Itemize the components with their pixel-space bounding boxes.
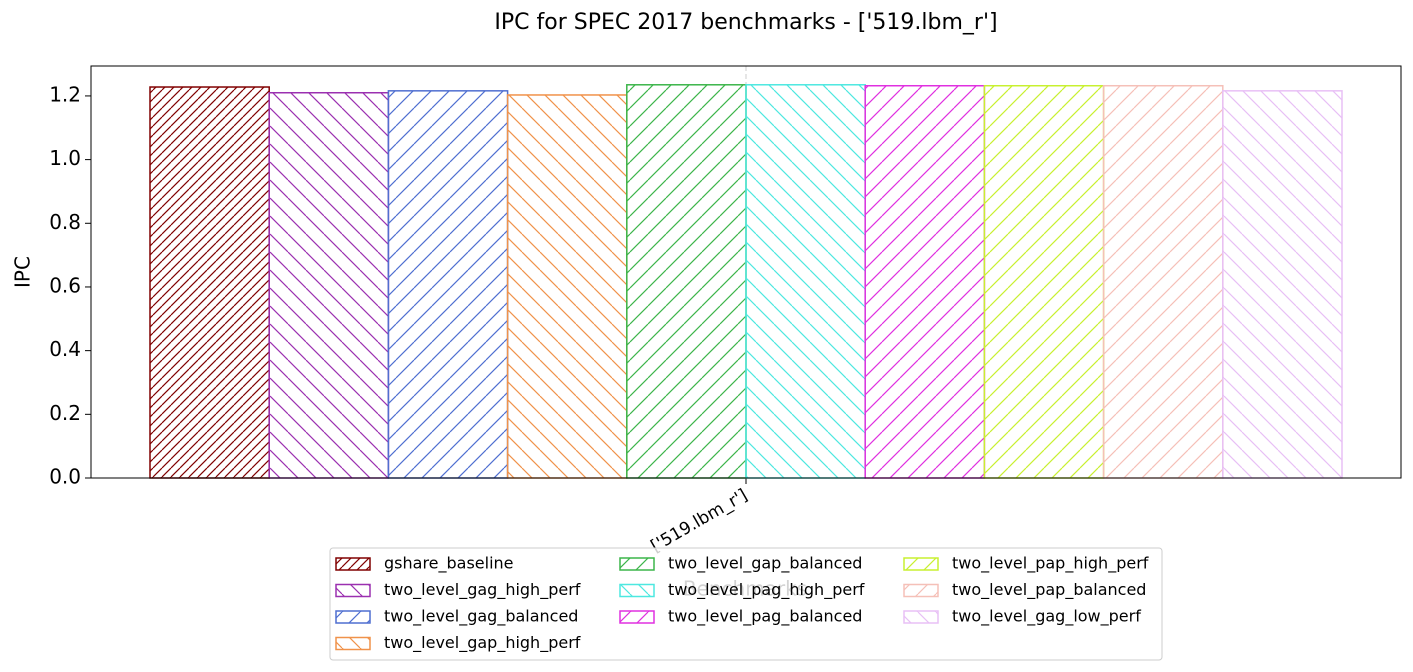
legend-swatch — [335, 557, 371, 571]
legend-label: two_level_pap_high_perf — [952, 554, 1149, 574]
y-tick-label: 0.0 — [49, 465, 81, 489]
legend-box — [329, 547, 1163, 661]
y-axis-label: IPC — [11, 256, 35, 288]
legend-swatch — [619, 583, 655, 598]
legend-swatch — [619, 557, 655, 571]
y-tick-label: 1.0 — [49, 146, 81, 170]
legend: gshare_baselinetwo_level_gag_high_perftw… — [329, 547, 1163, 661]
y-tick-label: 0.6 — [49, 273, 81, 297]
bar — [1102, 84, 1224, 479]
legend-swatch — [335, 583, 371, 598]
legend-swatch — [335, 610, 371, 624]
bar — [626, 84, 747, 479]
legend-swatch — [335, 636, 371, 651]
legend-label: two_level_pag_balanced — [668, 607, 862, 627]
bar — [983, 84, 1105, 479]
legend-label: two_level_gag_high_perf — [384, 580, 581, 600]
legend-label: two_level_pag_high_perf — [668, 580, 865, 600]
bar — [745, 84, 866, 479]
legend-label: two_level_gap_high_perf — [384, 633, 581, 653]
legend-swatch — [619, 610, 655, 624]
bar — [387, 90, 509, 479]
legend-label: gshare_baseline — [384, 554, 514, 574]
legend-label: two_level_gag_low_perf — [952, 607, 1141, 627]
y-tick-label: 0.4 — [49, 337, 81, 361]
legend-swatch — [903, 557, 939, 571]
bar — [1222, 90, 1343, 479]
plot-frame — [90, 65, 1402, 479]
y-tick-label: 0.8 — [49, 210, 81, 234]
y-tick-label: 0.2 — [49, 401, 81, 425]
bar — [268, 91, 390, 479]
legend-label: two_level_pap_balanced — [952, 580, 1146, 600]
bar — [149, 86, 270, 479]
y-tick-label: 1.2 — [49, 82, 81, 106]
bar — [506, 94, 628, 479]
bar — [864, 84, 986, 479]
legend-label: two_level_gap_balanced — [668, 554, 862, 574]
x-tick-label: ['519.lbm_r'] — [647, 485, 751, 556]
legend-swatch — [903, 610, 939, 624]
legend-label: two_level_gag_balanced — [384, 607, 578, 627]
chart-title: IPC for SPEC 2017 benchmarks - ['519.lbm… — [494, 10, 997, 35]
legend-swatch — [903, 583, 939, 598]
